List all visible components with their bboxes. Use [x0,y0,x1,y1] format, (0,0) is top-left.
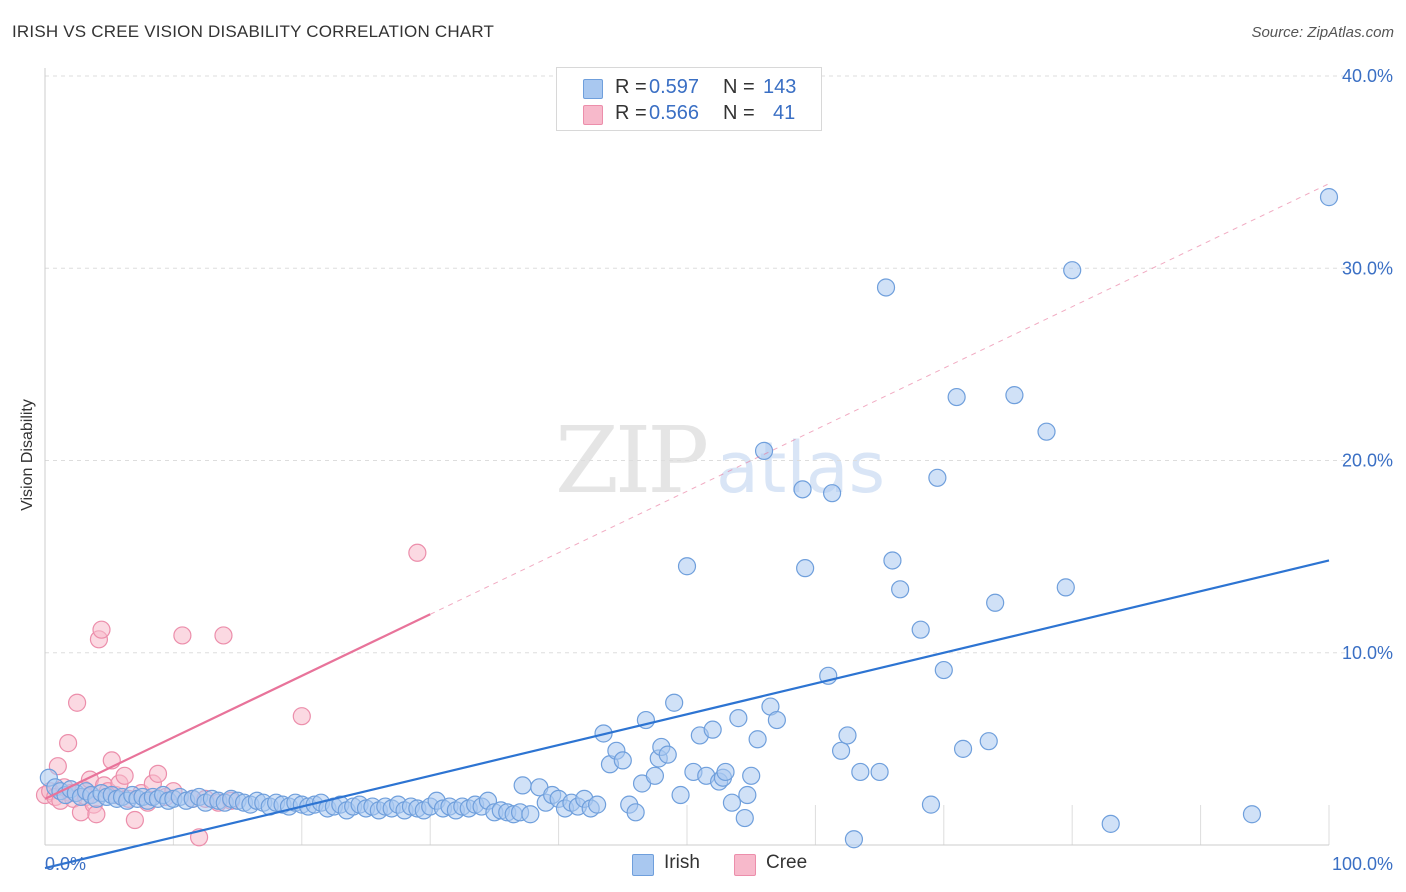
irish-point-128 [844,830,864,849]
source-label: Source: ZipAtlas.com [1251,24,1394,41]
irish-point-134 [911,620,930,639]
irish-point-145 [1063,261,1082,280]
irish-point-136 [928,468,947,487]
axes [44,68,1329,846]
irish-point-122 [793,480,812,499]
irish-point-143 [1037,422,1056,441]
irish-point-105 [677,557,697,576]
irish-point-99 [645,766,665,785]
irish-point-103 [665,693,684,712]
irish-point-140 [979,732,998,751]
irish-n-label: N = [723,76,755,98]
cree-r-value: 0.566 [649,102,700,124]
cree-point-15 [87,805,106,824]
bottom-legend-irish-label: Irish [664,852,700,873]
cree-r-label: R = [615,102,647,124]
irish-point-96 [626,803,645,822]
irish-trend-line [44,559,1330,870]
cree-point-9 [67,693,87,712]
irish-point-94 [613,751,632,770]
irish-point-139 [953,739,973,758]
irish-point-126 [831,741,851,760]
irish-point-138 [947,387,966,407]
irish-swatch [583,79,603,99]
irish-point-116 [738,785,757,805]
irish-point-125 [822,484,842,503]
bottom-legend-cree-swatch [734,854,756,876]
cree-point-6 [59,734,78,753]
irish-points [39,188,1339,849]
irish-point-113 [722,793,742,812]
cree-swatch [583,105,603,125]
irish-point-135 [921,795,941,814]
chart-title: IRISH VS CREE VISION DISABILITY CORRELAT… [12,22,495,41]
irish-point-79 [513,776,532,795]
cree-point-23 [115,766,134,785]
irish-point-117 [742,766,761,785]
cree-n-label: N = [723,102,755,124]
irish-point-132 [883,551,902,570]
zipatlas-watermark: ZIP atlas [555,407,885,514]
y-tick-label-2: 30.0% [1342,258,1393,278]
cree-point-25 [125,810,144,830]
bottom-legend-irish-swatch [632,854,654,876]
cree-point-39 [292,707,311,726]
irish-point-130 [870,762,889,782]
irish-r-label: R = [615,76,647,98]
irish-n-value: 143 [763,76,797,98]
cree-point-40 [408,543,427,562]
irish-point-148 [1319,188,1339,207]
irish-point-118 [748,730,767,749]
irish-point-142 [1005,386,1024,405]
cree-point-29 [148,764,168,783]
bottom-legend-cree-label: Cree [766,852,808,873]
irish-point-141 [986,593,1005,612]
irish-point-104 [671,785,690,805]
irish-point-144 [1056,578,1075,597]
irish-point-102 [658,745,677,764]
cree-point-37 [214,626,233,645]
irish-point-123 [796,559,815,578]
irish-point-146 [1101,814,1120,833]
cree-trend-extension [429,183,1330,615]
cree-point-32 [173,626,192,645]
trend-lines [44,183,1330,870]
irish-point-112 [716,762,735,782]
irish-point-131 [876,278,896,297]
irish-r-value: 0.597 [649,76,700,98]
y-tick-label-0: 10.0% [1342,643,1393,663]
irish-point-147 [1242,805,1262,824]
cree-n-value: 41 [773,102,796,124]
irish-point-114 [729,709,748,728]
irish-point-109 [703,720,722,739]
x-tick-label-0: 0.0% [45,854,86,874]
x-tick-label-1: 100.0% [1332,854,1393,874]
correlation-legend: R = 0.597 N = 143 R = 0.566 N = 41 [556,67,822,131]
y-tick-label-1: 20.0% [1342,451,1393,471]
cree-trend-line [44,613,431,800]
irish-point-115 [735,808,754,828]
y-tick-label-3: 40.0% [1342,66,1393,86]
irish-point-127 [838,726,857,745]
irish-point-137 [934,660,953,680]
irish-point-121 [767,710,786,730]
irish-point-133 [891,580,910,599]
tick-labels: 10.0% 20.0% 30.0% 40.0% 0.0% 100.0% [45,66,1393,874]
irish-point-129 [851,762,870,782]
cree-point-17 [92,620,111,639]
irish-point-90 [588,795,607,814]
irish-point-119 [754,441,774,460]
irish-point-80 [521,805,540,824]
